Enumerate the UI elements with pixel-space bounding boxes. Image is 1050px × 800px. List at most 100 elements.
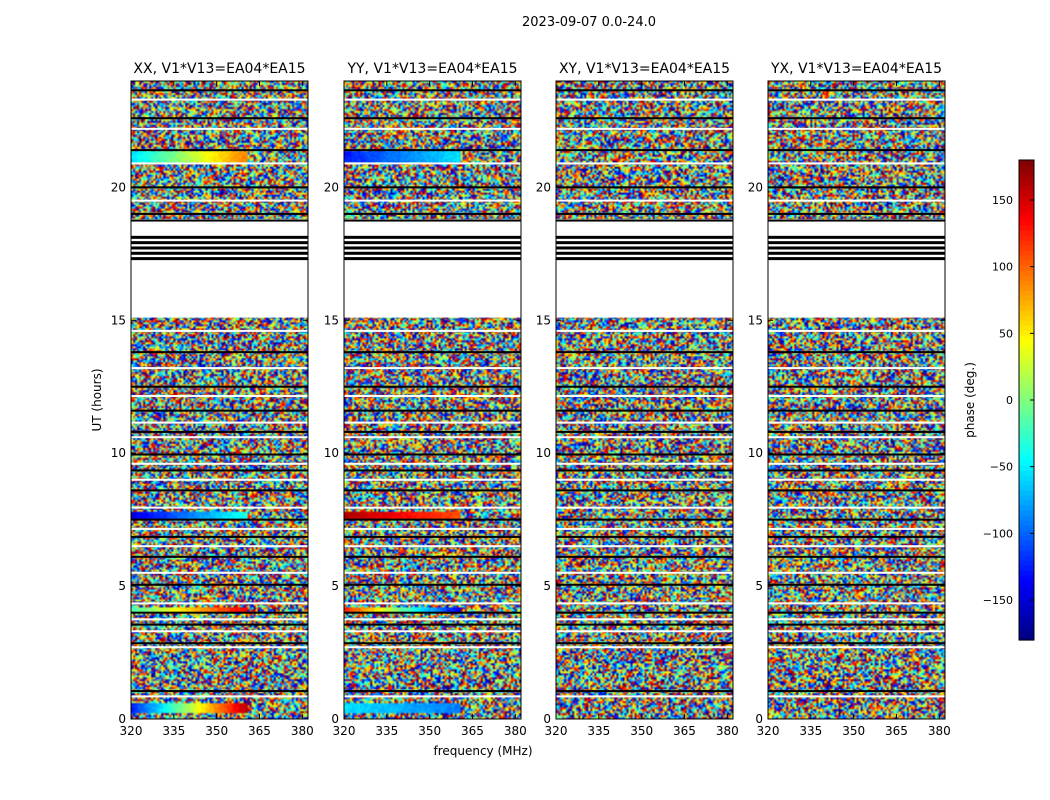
- colorbar-segment: [1019, 535, 1034, 541]
- colorbar-segment: [1019, 180, 1034, 186]
- flag-line: [556, 436, 733, 439]
- y-tick-label: 0: [543, 712, 551, 726]
- flag-line: [131, 583, 308, 586]
- flag-line: [344, 527, 521, 530]
- flag-line: [344, 583, 521, 586]
- colorbar-segment: [1019, 370, 1034, 376]
- y-tick-label: 0: [755, 712, 763, 726]
- colorbar-segment: [1019, 620, 1034, 626]
- flag-stripe: [768, 241, 945, 245]
- colorbar-segment: [1019, 460, 1034, 466]
- flag-stripe: [344, 235, 521, 239]
- colorbar-segment: [1019, 555, 1034, 561]
- x-tick-label: 320: [757, 724, 780, 738]
- flag-stripe: [344, 219, 521, 222]
- flag-line: [344, 351, 521, 354]
- colorbar-segment: [1019, 610, 1034, 616]
- flag-line: [768, 623, 945, 626]
- flag-line: [556, 409, 733, 412]
- colorbar-segment: [1019, 450, 1034, 456]
- y-axis-label: UT (hours): [90, 368, 104, 431]
- y-tick-label: 0: [331, 712, 339, 726]
- flag-line: [344, 545, 521, 548]
- colorbar-segment: [1019, 600, 1034, 606]
- colorbar-segment: [1019, 240, 1034, 246]
- flag-line: [556, 527, 733, 530]
- flag-line: [768, 545, 945, 548]
- colorbar-segment: [1019, 510, 1034, 516]
- flag-stripe: [556, 257, 733, 261]
- colorbar-segment: [1019, 490, 1034, 496]
- flag-line: [131, 149, 308, 152]
- y-tick-label: 20: [324, 180, 339, 194]
- flagged-range: [131, 219, 308, 318]
- flag-line: [556, 535, 733, 538]
- flag-line: [768, 453, 945, 456]
- flag-line: [556, 583, 733, 586]
- colorbar-segment: [1019, 245, 1034, 251]
- flag-stripe: [131, 257, 308, 261]
- flag-line: [344, 630, 521, 633]
- flag-line: [768, 199, 945, 202]
- colorbar-segment: [1019, 500, 1034, 506]
- flag-line: [768, 162, 945, 165]
- x-tick-label: 365: [885, 724, 908, 738]
- flag-stripe: [768, 251, 945, 255]
- colorbar-segment: [1019, 285, 1034, 291]
- flag-stripe: [131, 219, 308, 222]
- colorbar-segment: [1019, 615, 1034, 621]
- colorbar-segment: [1019, 630, 1034, 636]
- colorbar-segment: [1019, 355, 1034, 361]
- flag-line: [131, 478, 308, 481]
- colorbar-segment: [1019, 230, 1034, 236]
- flag-stripe: [768, 219, 945, 222]
- flag-line: [556, 199, 733, 202]
- flag-line: [131, 611, 308, 614]
- flag-line: [344, 506, 521, 509]
- flag-stripe: [131, 246, 308, 250]
- panel-frame: [555, 80, 734, 720]
- colorbar-segment: [1019, 525, 1034, 531]
- flag-stripe: [556, 219, 733, 222]
- x-tick-label: 365: [248, 724, 271, 738]
- flag-line: [131, 642, 308, 645]
- flag-line: [556, 555, 733, 558]
- x-tick-label: 365: [673, 724, 696, 738]
- flagged-range: [556, 219, 733, 318]
- flag-line: [556, 695, 733, 698]
- flag-line: [131, 409, 308, 412]
- flag-line: [768, 149, 945, 152]
- colorbar-segment: [1019, 580, 1034, 586]
- flag-line: [556, 611, 733, 614]
- x-tick-label: 350: [630, 724, 653, 738]
- flag-line: [131, 469, 308, 472]
- y-tick-label: 15: [324, 313, 339, 327]
- colorbar-segment: [1019, 445, 1034, 451]
- flag-line: [768, 583, 945, 586]
- flag-line: [344, 489, 521, 492]
- flag-stripe: [768, 246, 945, 250]
- colorbar-segment: [1019, 195, 1034, 201]
- colorbar-segment: [1019, 190, 1034, 196]
- flag-line: [768, 329, 945, 332]
- colorbar-segment: [1019, 605, 1034, 611]
- flag-line: [344, 149, 521, 152]
- flag-line: [768, 478, 945, 481]
- colorbar-segment: [1019, 505, 1034, 511]
- flag-line: [556, 212, 733, 215]
- flag-line: [768, 642, 945, 645]
- y-tick-label: 20: [111, 180, 126, 194]
- colorbar-segment: [1019, 590, 1034, 596]
- flag-line: [131, 618, 308, 621]
- colorbar-segment: [1019, 385, 1034, 391]
- flag-line: [344, 535, 521, 538]
- flag-line: [768, 518, 945, 521]
- colorbar-segment: [1019, 185, 1034, 191]
- flag-stripe: [131, 241, 308, 245]
- colorbar-segment: [1019, 165, 1034, 171]
- flag-line: [768, 367, 945, 370]
- x-tick-label: 380: [291, 724, 314, 738]
- x-tick-label: 365: [461, 724, 484, 738]
- flag-line: [344, 695, 521, 698]
- flag-line: [556, 385, 733, 388]
